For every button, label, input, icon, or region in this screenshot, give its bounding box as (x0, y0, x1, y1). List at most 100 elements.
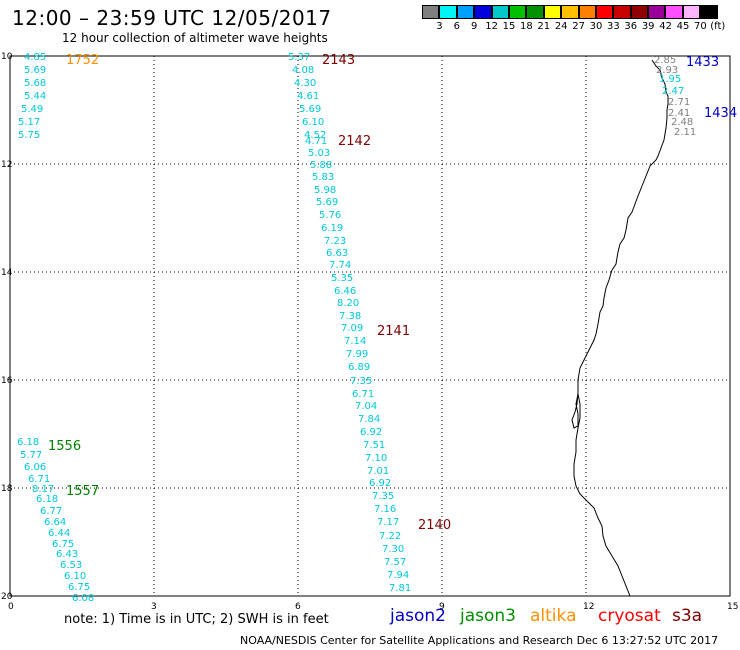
wave-height-value: 6.92 (360, 427, 382, 438)
wave-height-value: 5.03 (308, 148, 330, 159)
wave-height-value: 5.37 (288, 52, 310, 63)
legend-label: 70 (694, 21, 707, 32)
x-tick-label: 3 (151, 602, 157, 612)
legend-label: 30 (589, 21, 603, 32)
wave-height-value: 7.99 (346, 349, 368, 360)
wave-height-value: 2.48 (671, 117, 693, 128)
wave-height-value: 6.08 (72, 593, 94, 604)
color-scale-legend (422, 5, 718, 19)
legend-swatch (439, 5, 457, 19)
x-tick-label: 0 (8, 602, 14, 612)
pass-id-label: 2140 (418, 518, 451, 533)
wave-height-value: 7.57 (384, 557, 406, 568)
satellite-name-s3a: s3a (672, 606, 703, 626)
wave-height-value: 5.69 (316, 197, 338, 208)
wave-height-value: 6.89 (348, 362, 370, 373)
y-tick-label: 18 (1, 484, 13, 494)
wave-height-value: 5.44 (24, 91, 46, 102)
wave-height-value: 7.01 (367, 466, 389, 477)
wave-height-value: 5.76 (319, 210, 341, 221)
wave-height-value: 4.61 (297, 91, 319, 102)
x-tick-label: 15 (727, 602, 738, 612)
wave-height-value: 6.46 (334, 286, 356, 297)
pass-labels: 1752 2143 2142 2141 2140 1433 1434 1556 1557 (48, 53, 737, 533)
satellite-name-jason2: jason2 (390, 606, 446, 626)
wave-height-value: 2.93 (656, 65, 678, 76)
wave-height-value: 2.85 (654, 55, 676, 66)
legend-swatch (491, 5, 509, 19)
pass-id-label: 2142 (338, 134, 371, 149)
wave-height-value: 7.38 (339, 311, 361, 322)
legend-label: 18 (520, 21, 533, 32)
legend-label: 15 (502, 21, 516, 32)
wave-height-value: 5.88 (310, 160, 332, 171)
wave-height-value: 7.09 (341, 323, 363, 334)
wave-height-value: 7.16 (374, 504, 396, 515)
legend-label: 3 (436, 21, 443, 32)
wave-height-value: 7.51 (363, 440, 385, 451)
wave-height-value: 7.10 (365, 453, 387, 464)
pass-id-label: 1556 (48, 439, 81, 454)
legend-swatch (526, 5, 544, 19)
wave-height-value: 4.52 (304, 130, 326, 141)
legend-label: 39 (641, 21, 655, 32)
wave-height-value: 6.75 (68, 582, 90, 593)
map-subtitle: 12 hour collection of altimeter wave hei… (62, 31, 328, 45)
pass-id-label: 1752 (66, 53, 99, 68)
legend-label: 6 (453, 21, 460, 32)
satellite-name-cryosat: cryosat (598, 606, 661, 626)
pass-id-label: 1557 (66, 484, 99, 499)
legend-swatch (578, 5, 596, 19)
map-title: 12:00 – 23:59 UTC 12/05/2017 (12, 6, 332, 30)
y-tick-label: 16 (1, 376, 13, 386)
wave-height-value: 2.47 (662, 86, 684, 97)
wave-height-value: 7.23 (324, 236, 346, 247)
pass-id-label: 2141 (377, 324, 410, 339)
wave-height-value: 8.17 (32, 484, 54, 495)
coastline (571, 59, 669, 597)
wave-height-value: 1.95 (659, 74, 681, 85)
wave-height-value: 2.71 (668, 97, 690, 108)
pass-id-label: 2143 (322, 53, 355, 68)
legend-label: 33 (607, 21, 620, 32)
wave-height-value: 5.98 (314, 185, 336, 196)
wave-height-value: 5.77 (20, 450, 42, 461)
wave-height-value: 6.53 (60, 560, 82, 571)
legend-swatch (682, 5, 701, 19)
wave-height-value: 2.41 (668, 108, 690, 119)
axis-tick-labels: 0 3 6 9 12 15 10 12 14 16 18 20 (1, 52, 738, 612)
wave-height-value: 5.69 (24, 65, 46, 76)
wave-height-value: 7.04 (355, 401, 377, 412)
wave-height-value: 8.20 (337, 298, 359, 309)
wave-height-value: 5.17 (18, 117, 40, 128)
wave-height-value: 6.10 (302, 117, 324, 128)
wave-height-value: 6.44 (48, 528, 70, 539)
wave-height-value: 7.35 (372, 491, 394, 502)
wave-height-value: 7.30 (382, 544, 404, 555)
legend-label: 21 (537, 21, 551, 32)
wave-height-value: 6.92 (369, 478, 391, 489)
legend-label: 24 (554, 21, 568, 32)
pass-id-label: 1434 (704, 106, 737, 121)
legend-label: 9 (471, 21, 478, 32)
wave-height-value: 4.08 (292, 65, 314, 76)
y-tick-label: 10 (1, 52, 13, 62)
wave-height-value: 6.18 (36, 494, 58, 505)
wave-height-value: 6.64 (44, 517, 66, 528)
wave-height-value: 6.43 (56, 549, 78, 560)
legend-swatch (422, 5, 440, 19)
y-tick-label: 20 (1, 592, 13, 602)
wave-height-value: 7.17 (377, 517, 399, 528)
wave-height-value: 5.35 (331, 273, 353, 284)
wave-height-value: 7.35 (350, 376, 372, 387)
wave-height-value: 6.71 (28, 474, 50, 485)
wave-height-value: 6.77 (40, 506, 62, 517)
wave-height-value: 6.10 (64, 571, 86, 582)
map-grid (9, 55, 731, 597)
legend-label: 36 (624, 21, 638, 32)
legend-label: 27 (572, 21, 585, 32)
satellite-name-jason3: jason3 (460, 606, 516, 626)
wave-height-value: 7.84 (358, 414, 380, 425)
wave-height-value: 7.22 (379, 531, 401, 542)
